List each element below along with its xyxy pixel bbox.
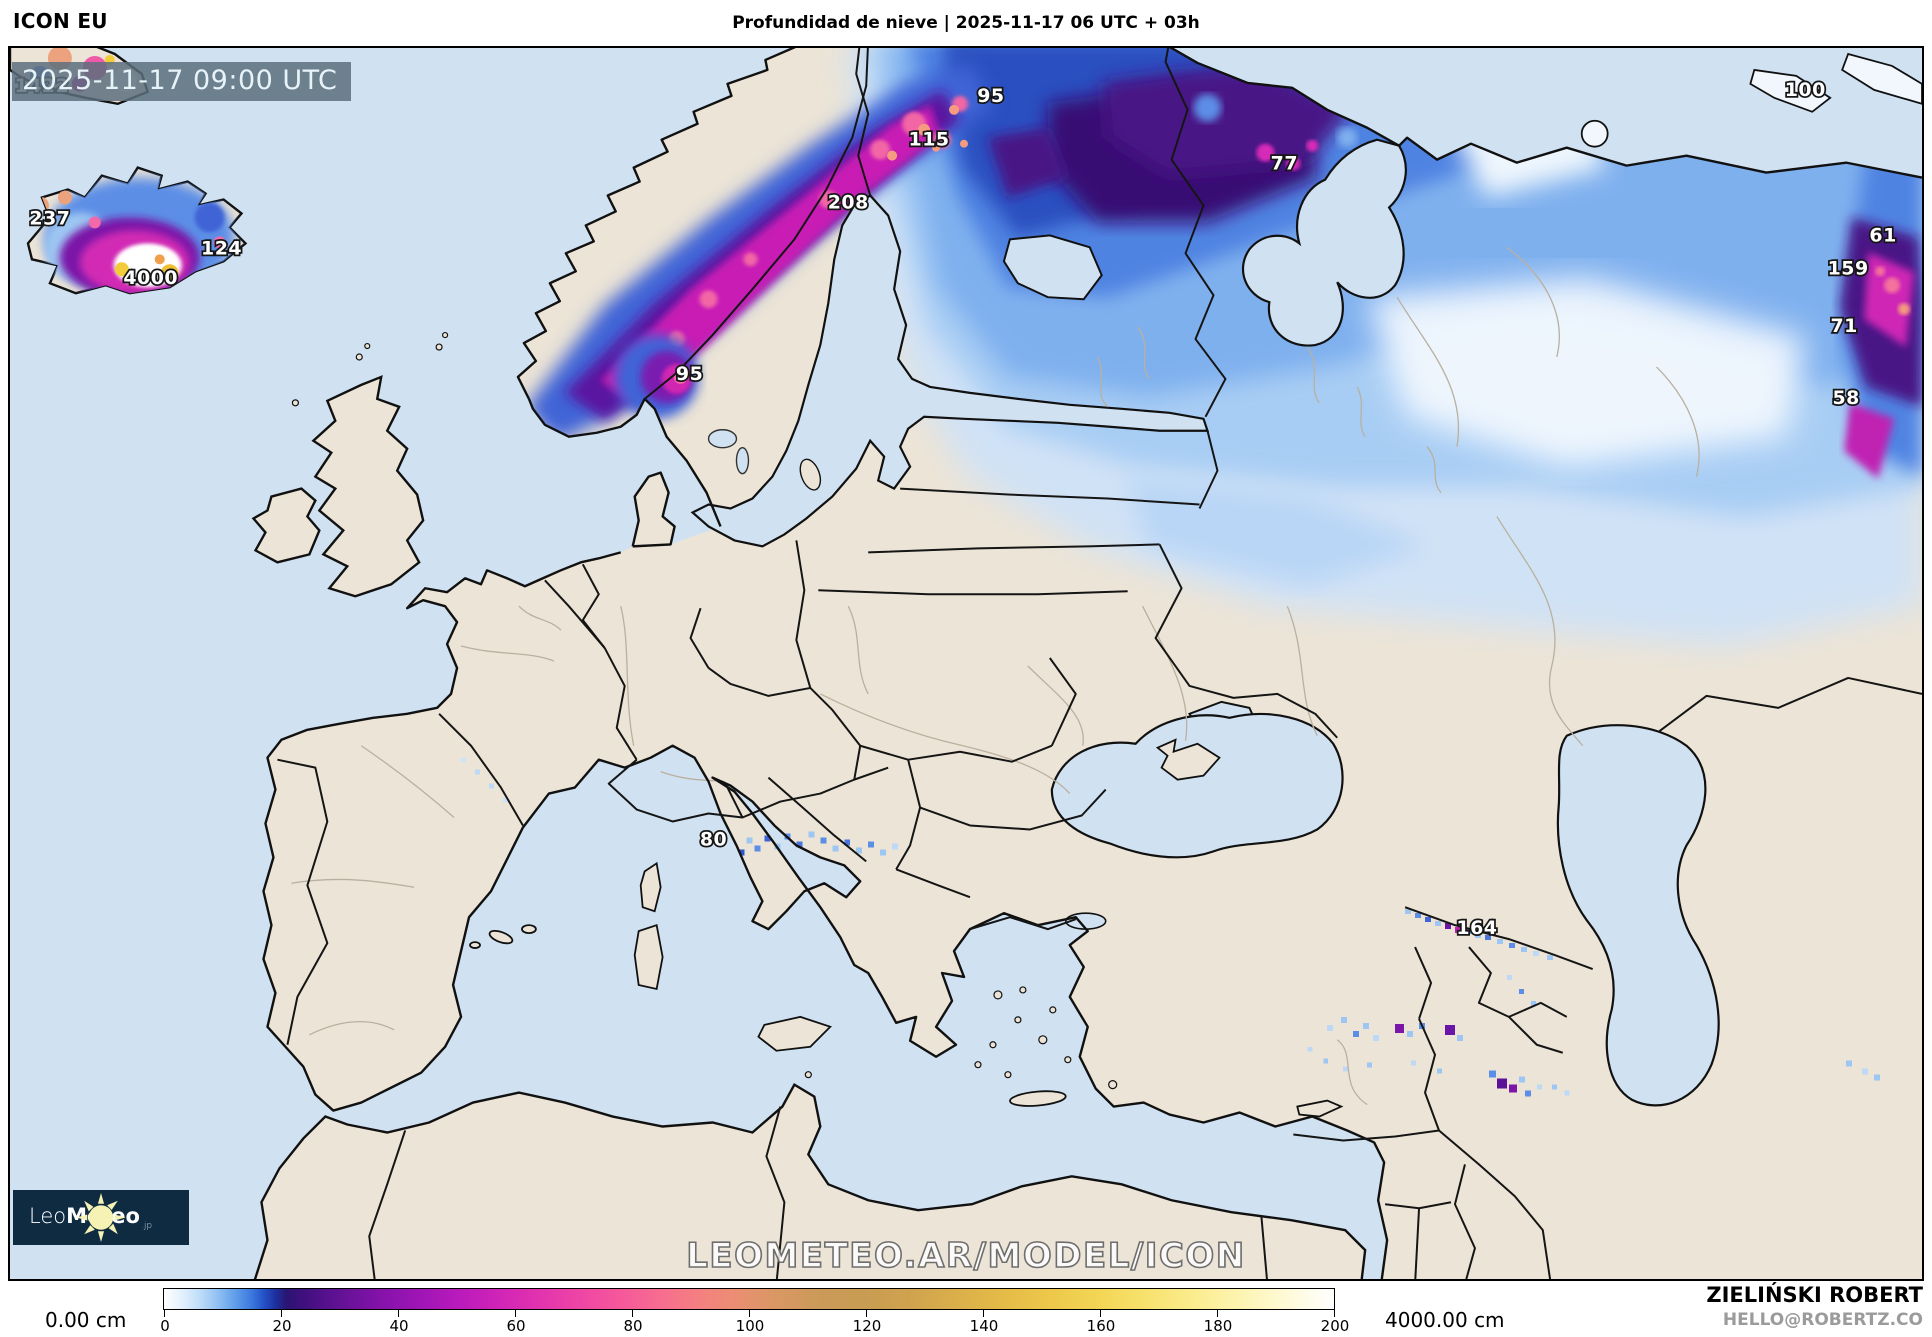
leometeo-logo: LeoMeteo.jp (13, 1190, 189, 1245)
colorbar-tick: 120 (853, 1310, 881, 1335)
map-value-label: 115 (909, 129, 950, 151)
colorbar-tick: 20 (272, 1310, 292, 1335)
corsica (639, 861, 662, 913)
colorbar-tick: 100 (736, 1310, 764, 1335)
kolguyev (1580, 119, 1609, 148)
colorbar-gradient (164, 1289, 1334, 1309)
sicily (757, 1015, 832, 1052)
map-value-label: 159 (1828, 257, 1869, 279)
map-value-label: 124 (201, 237, 242, 259)
country-borders (277, 48, 1922, 1279)
sea-overlays (690, 48, 1922, 1107)
barents-sea (1171, 48, 1922, 178)
map-value-label: 58 (1832, 387, 1859, 409)
lake-vattern (735, 447, 750, 475)
gotland (799, 458, 822, 491)
landmasses (10, 48, 1922, 1279)
map-value-label: 4000 (123, 267, 178, 289)
colorbar-tick: 180 (1204, 1310, 1232, 1335)
colorbar-min-label: 0.00 cm (45, 1308, 127, 1332)
caucasus-snow (1405, 909, 1553, 1006)
islands (435, 52, 1922, 1118)
rivers-admin-lines (291, 246, 1700, 1106)
map-value-label: 95 (676, 363, 703, 385)
colorbar-tick: 140 (970, 1310, 998, 1335)
black-sea (1050, 712, 1344, 859)
map-canvas: 1422237124400095115208957710061159715880… (10, 48, 1922, 1279)
crete (1009, 1090, 1067, 1107)
colorbar-tick: 40 (389, 1310, 409, 1335)
white-sea (1241, 138, 1407, 347)
lake-ladoga (1002, 234, 1103, 301)
colorbar: 0 20 40 60 80 100 120 140 160 180 200 (160, 1288, 1349, 1335)
novaya-zemlya-south (1749, 68, 1832, 113)
crimea (1155, 738, 1221, 781)
author-email: HELLO@ROBERTZ.CO (1722, 1310, 1923, 1330)
lake-vanern (707, 429, 738, 449)
sun-icon (76, 1193, 126, 1242)
colorbar-tick: 80 (623, 1310, 643, 1335)
map-value-label: 100 (1785, 79, 1826, 101)
author-name: ZIELIŃSKI ROBERT (1706, 1283, 1923, 1307)
baltic-sea (690, 194, 1210, 548)
colorbar-max-label: 4000.00 cm (1385, 1308, 1505, 1332)
caspian-sea (1556, 724, 1720, 1107)
mallorca (488, 929, 514, 945)
page-title: Profundidad de nieve | 2025-11-17 06 UTC… (732, 13, 1200, 33)
great-britain (311, 375, 425, 598)
colorbar-tick: 200 (1321, 1310, 1349, 1335)
ireland (251, 487, 321, 564)
colorbar-tick: 0 (160, 1310, 170, 1335)
map-value-label: 237 (29, 207, 70, 229)
map-value-label: 77 (1271, 153, 1298, 175)
cyprus (1296, 1099, 1344, 1118)
sardinia (633, 923, 664, 991)
map-value-label: 80 (700, 828, 727, 850)
map-value-label: 61 (1869, 224, 1896, 246)
colorbar-tick: 60 (506, 1310, 526, 1335)
map-value-label: 164 (1456, 917, 1497, 939)
novaya-zemlya-north (1841, 52, 1922, 105)
coastlines (262, 48, 1922, 1279)
europe-snow-map: 1422237124400095115208957710061159715880… (8, 46, 1924, 1281)
colorbar-tick: 160 (1087, 1310, 1115, 1335)
map-value-label: 95 (977, 85, 1004, 107)
model-name: ICON EU (13, 9, 108, 33)
watermark: LEOMETEO.AR/MODEL/ICON (685, 1235, 1246, 1277)
timestamp-badge: 2025-11-17 09:00 UTC (12, 62, 352, 101)
map-value-label: 208 (828, 191, 869, 213)
map-value-label: 71 (1830, 315, 1857, 337)
